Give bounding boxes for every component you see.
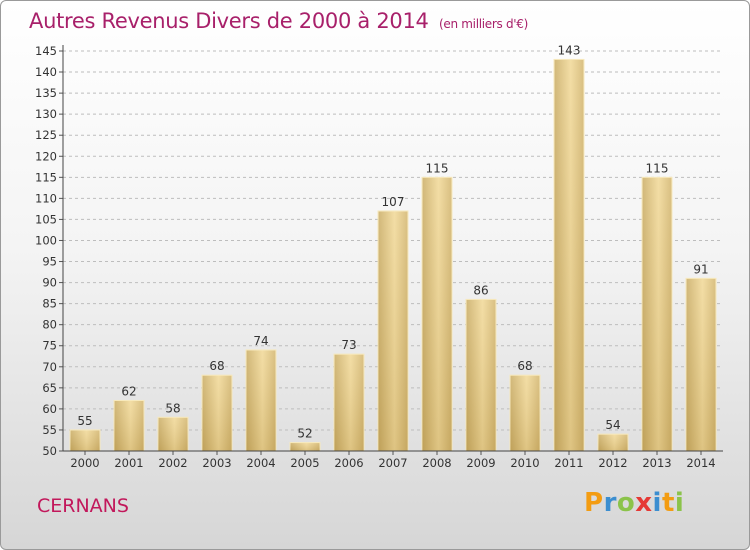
bar-shade <box>334 354 364 451</box>
bar-2006: 73 <box>333 338 365 452</box>
chart-title: Autres Revenus Divers de 2000 à 2014 (en… <box>29 9 528 33</box>
logo-letter: P <box>584 488 604 518</box>
bar-2003: 68 <box>201 359 233 452</box>
y-tick-label: 130 <box>35 107 57 121</box>
bar-shade <box>686 278 716 451</box>
x-tick-label: 2003 <box>202 456 231 470</box>
bar-2007: 107 <box>377 195 409 452</box>
y-tick-label: 70 <box>42 360 57 374</box>
x-tick-label: 2014 <box>686 456 715 470</box>
chart-title-text: Autres Revenus Divers de 2000 à 2014 <box>29 9 429 33</box>
bar-shade <box>70 429 100 451</box>
x-tick-label: 2000 <box>70 456 99 470</box>
y-tick-label: 120 <box>35 149 57 163</box>
bar-value-label: 91 <box>693 262 708 276</box>
bar-shade <box>598 434 628 451</box>
bar-value-label: 52 <box>297 427 312 441</box>
y-tick-label: 55 <box>42 423 57 437</box>
y-tick-label: 145 <box>35 44 57 58</box>
bar-value-label: 74 <box>253 334 268 348</box>
bar-2000: 55 <box>69 414 101 452</box>
bar-value-label: 143 <box>558 43 581 57</box>
logo-letter: t <box>661 488 675 518</box>
x-tick-label: 2005 <box>290 456 319 470</box>
bar-shade <box>202 375 232 451</box>
y-tick-label: 60 <box>42 402 57 416</box>
bar-shade <box>114 400 144 451</box>
x-tick-label: 2013 <box>642 456 671 470</box>
y-tick-label: 115 <box>35 170 57 184</box>
bar-shade <box>290 442 320 451</box>
bar-value-label: 107 <box>382 195 405 209</box>
bar-2008: 115 <box>421 161 453 452</box>
bar-shade <box>422 177 452 451</box>
x-tick-label: 2011 <box>554 456 583 470</box>
bar-value-label: 115 <box>646 161 669 175</box>
logo-letter: i <box>674 488 685 518</box>
logo-letter: r <box>603 488 617 518</box>
bar-2004: 74 <box>245 334 277 452</box>
bar-2014: 91 <box>685 262 717 452</box>
bar-shade <box>246 349 276 451</box>
bar-shade <box>510 375 540 451</box>
bar-value-label: 115 <box>426 161 449 175</box>
y-tick-label: 80 <box>42 318 57 332</box>
x-tick-label: 2009 <box>466 456 495 470</box>
bar-2009: 86 <box>465 283 497 452</box>
bar-2002: 58 <box>157 401 189 452</box>
y-tick-label: 90 <box>42 276 57 290</box>
bar-shade <box>466 299 496 451</box>
logo-letter: o <box>616 488 636 518</box>
bar-value-label: 54 <box>605 418 620 432</box>
logo-letter: i <box>652 488 662 518</box>
x-tick-label: 2001 <box>114 456 143 470</box>
bar-shade <box>642 177 672 451</box>
bar-shade <box>378 211 408 451</box>
y-tick-label: 105 <box>35 212 57 226</box>
bar-value-label: 73 <box>341 338 356 352</box>
chart-subtitle: (en milliers d'€) <box>439 17 529 31</box>
bar-value-label: 62 <box>121 384 136 398</box>
x-tick-label: 2012 <box>598 456 627 470</box>
x-tick-label: 2006 <box>334 456 363 470</box>
logo-letter: x <box>635 488 653 518</box>
y-tick-label: 95 <box>42 255 57 269</box>
bar-value-label: 68 <box>517 359 532 373</box>
y-tick-label: 140 <box>35 65 57 79</box>
bar-2011: 143 <box>553 43 585 452</box>
y-tick-label: 65 <box>42 381 57 395</box>
x-tick-label: 2002 <box>158 456 187 470</box>
bar-2012: 54 <box>597 418 629 452</box>
bar-value-label: 68 <box>209 359 224 373</box>
y-tick-label: 85 <box>42 297 57 311</box>
bar-shade <box>554 59 584 451</box>
bar-shade <box>158 417 188 451</box>
commune-name: CERNANS <box>37 495 129 517</box>
x-tick-label: 2004 <box>246 456 275 470</box>
y-tick-label: 135 <box>35 86 57 100</box>
y-tick-label: 75 <box>42 339 57 353</box>
bar-2001: 62 <box>113 384 145 452</box>
bar-2013: 115 <box>641 161 673 452</box>
bar-value-label: 86 <box>473 283 488 297</box>
x-tick-label: 2007 <box>378 456 407 470</box>
bar-value-label: 55 <box>77 414 92 428</box>
y-tick-label: 50 <box>42 444 57 458</box>
x-tick-label: 2008 <box>422 456 451 470</box>
y-tick-label: 110 <box>35 191 57 205</box>
bar-2010: 68 <box>509 359 541 452</box>
y-tick-label: 125 <box>35 128 57 142</box>
proxiti-logo: Proxiti <box>584 488 684 518</box>
x-tick-label: 2010 <box>510 456 539 470</box>
y-tick-label: 100 <box>35 233 57 247</box>
bar-value-label: 58 <box>165 401 180 415</box>
